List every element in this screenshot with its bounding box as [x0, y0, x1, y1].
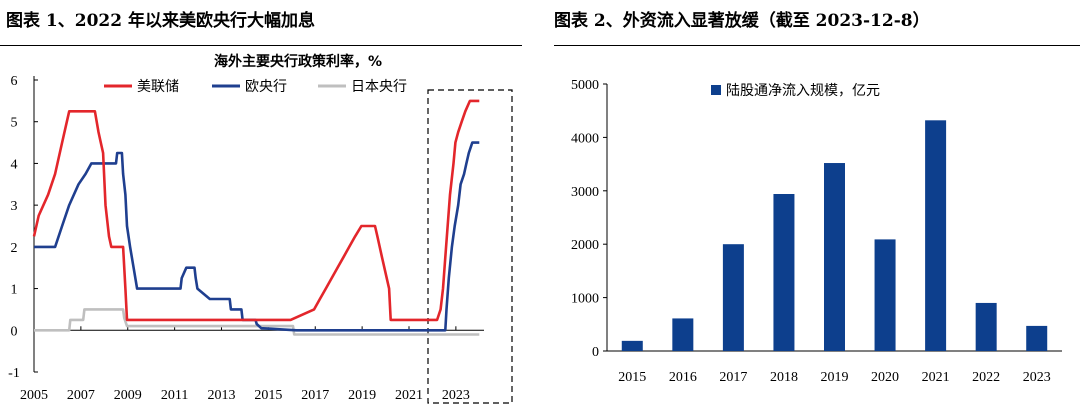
x-tick-label: 2023 — [442, 388, 470, 403]
legend-label-fed: 美联储 — [137, 79, 179, 95]
y-tick-label: 0 — [11, 324, 18, 339]
policy-rate-line-chart: 海外主要央行政策利率，% -1 0 1 2 3 4 5 6 2005 2007 2009 2011 201… — [8, 53, 513, 404]
chart-title: 海外主要央行政策利率，% — [214, 53, 382, 70]
bar — [925, 120, 947, 351]
x-tick-label: 2018 — [770, 370, 798, 385]
bar — [824, 163, 845, 351]
bar — [621, 340, 643, 351]
x-tick-label: 2019 — [348, 388, 376, 403]
bar — [672, 318, 694, 351]
y-tick-label: -1 — [8, 366, 20, 381]
x-tick-label: 2017 — [301, 388, 329, 403]
y-tick-label: 5 — [11, 116, 18, 131]
y-tick-label: 0 — [592, 345, 599, 360]
bar — [1026, 325, 1048, 351]
x-tick-label: 2016 — [669, 370, 697, 385]
legend-label-ecb: 欧央行 — [245, 79, 287, 95]
y-tick-label: 4000 — [571, 131, 599, 146]
x-tick-label: 2013 — [208, 388, 236, 403]
legend-label: 陆股通净流入规模，亿元 — [726, 83, 880, 99]
y-tick-label: 2000 — [571, 238, 599, 253]
bar — [722, 244, 744, 351]
right-panel-title: 图表 2、外资流入显著放缓（截至 2023-12-8） — [554, 11, 930, 31]
bar — [773, 194, 795, 351]
x-tick-label: 2009 — [114, 388, 142, 403]
bar — [874, 239, 896, 351]
x-tick-label: 2005 — [20, 388, 48, 403]
y-tick-label: 3000 — [571, 185, 599, 200]
bar — [975, 302, 997, 351]
right-title-rule — [554, 45, 1080, 46]
y-tick-label: 1000 — [571, 292, 599, 307]
x-tick-label: 2021 — [922, 370, 950, 385]
series-line-ecb — [34, 141, 480, 332]
x-tick-label: 2021 — [395, 388, 423, 403]
series-line-fed — [32, 99, 480, 322]
x-tick-label: 2015 — [618, 370, 646, 385]
left-panel-title: 图表 1、2022 年以来美欧央行大幅加息 — [6, 11, 315, 31]
legend-swatch — [711, 85, 721, 95]
x-tick-label: 2017 — [719, 370, 747, 385]
highlight-dashed-box — [427, 89, 513, 404]
y-tick-label: 5000 — [571, 78, 599, 93]
x-tick-label: 2007 — [67, 388, 95, 403]
y-tick-label: 1 — [11, 283, 18, 298]
y-tick-label: 6 — [11, 74, 18, 89]
x-tick-label: 2022 — [972, 370, 1000, 385]
x-tick-label: 2011 — [161, 388, 188, 403]
y-tick-label: 2 — [11, 241, 18, 256]
y-tick-label: 4 — [11, 157, 18, 172]
left-title-rule — [0, 45, 522, 46]
x-tick-label: 2020 — [871, 370, 899, 385]
x-tick-label: 2015 — [254, 388, 282, 403]
x-tick-label: 2019 — [821, 370, 849, 385]
x-tick-label: 2023 — [1023, 370, 1051, 385]
y-tick-label: 3 — [11, 199, 18, 214]
legend-label-boj: 日本央行 — [351, 79, 407, 95]
